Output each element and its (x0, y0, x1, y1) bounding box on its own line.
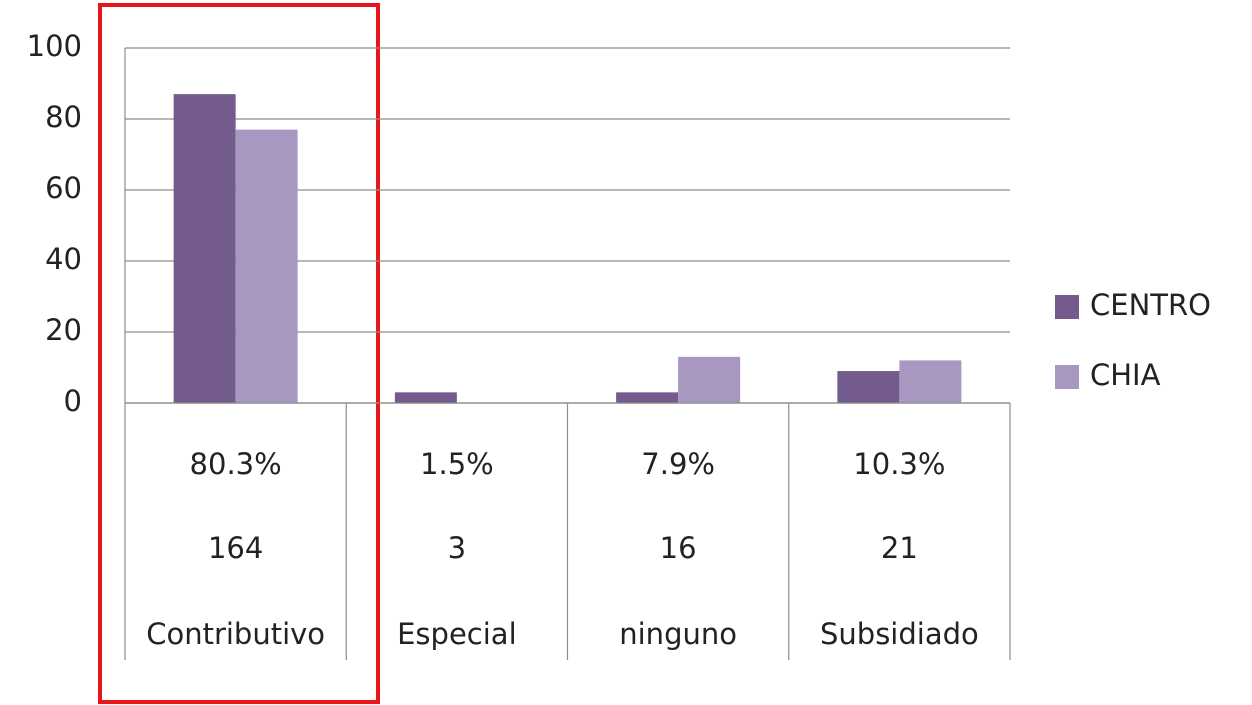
highlight-box (98, 3, 380, 704)
x-tick-label: Especial (397, 617, 517, 651)
x-tick-label: ninguno (619, 617, 737, 651)
x-tick-label: Contributivo (146, 617, 325, 651)
x-tick-label: Subsidiado (820, 617, 979, 651)
bar (173, 94, 236, 404)
category-percentage: 10.3% (853, 447, 945, 481)
category-percentage: 1.5% (420, 447, 494, 481)
y-tick-label: 80 (45, 100, 82, 134)
category-percentage: 7.9% (641, 447, 715, 481)
category-percentage: 80.3% (190, 447, 282, 481)
y-tick-label: 40 (45, 242, 82, 276)
y-tick-label: 60 (45, 171, 82, 205)
y-tick-label: 100 (27, 29, 82, 63)
category-count: 21 (881, 531, 918, 565)
bar (678, 356, 741, 403)
category-count: 3 (448, 531, 466, 565)
bar (394, 392, 457, 403)
legend-label: CENTRO (1090, 288, 1211, 322)
bar (837, 371, 900, 403)
category-count: 16 (660, 531, 697, 565)
bar (616, 392, 679, 403)
bar (899, 360, 962, 403)
y-tick-label: 0 (64, 384, 82, 418)
category-count: 164 (208, 531, 263, 565)
legend-swatch (1055, 365, 1079, 389)
legend-swatch (1055, 295, 1079, 319)
bar (235, 129, 298, 403)
legend-label: CHIA (1090, 358, 1161, 392)
y-tick-label: 20 (45, 313, 82, 347)
